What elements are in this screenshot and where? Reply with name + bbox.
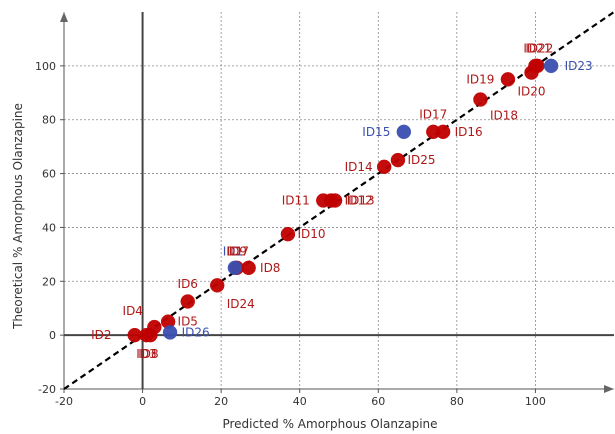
data-point — [241, 260, 256, 276]
data-point — [396, 124, 412, 140]
data-point — [500, 72, 516, 87]
point-label: ID11 — [282, 194, 310, 208]
point-label: ID3 — [136, 347, 156, 361]
point-label: ID9 — [227, 245, 247, 259]
x-tick-label: 20 — [214, 395, 228, 408]
point-label: ID13 — [347, 194, 375, 208]
point-label: ID22 — [525, 41, 553, 55]
point-label: ID19 — [466, 72, 494, 86]
point-label: ID2 — [91, 328, 111, 342]
y-tick-label: 80 — [42, 114, 56, 127]
tick-labels: -20 0 20 40 60 80 100 -20 0 20 40 60 80 100 — [35, 60, 546, 408]
x-tick-label: -20 — [55, 395, 73, 408]
data-point — [530, 58, 545, 74]
point-label: ID10 — [297, 227, 325, 241]
point-label: ID25 — [407, 153, 435, 167]
x-axis-arrow — [604, 385, 614, 393]
point-label: ID16 — [455, 125, 483, 139]
point-label: ID8 — [138, 347, 158, 361]
y-tick-label: 20 — [42, 275, 56, 288]
point-label: ID8 — [260, 261, 280, 275]
data-point — [209, 278, 225, 293]
point-label: ID24 — [227, 297, 255, 311]
point-label: ID14 — [345, 160, 373, 174]
y-tick-label: 100 — [35, 60, 56, 73]
point-label: ID23 — [565, 59, 593, 73]
data-point — [180, 294, 195, 309]
data-point — [435, 124, 451, 140]
point-label: ID21 — [523, 41, 551, 55]
data-point — [473, 92, 488, 107]
data-point — [543, 58, 559, 74]
point-label: ID6 — [178, 277, 198, 291]
y-tick-label: 0 — [49, 329, 56, 342]
data-points — [127, 58, 559, 343]
y-axis-arrow — [60, 12, 68, 22]
y-tick-label: 60 — [42, 168, 56, 181]
point-label: ID7 — [229, 245, 249, 259]
point-label: ID17 — [419, 107, 447, 121]
data-point — [376, 159, 392, 175]
x-tick-label: 0 — [139, 395, 146, 408]
point-label: ID1 — [223, 245, 243, 259]
data-point — [147, 319, 162, 335]
x-axis-label: Predicted % Amorphous Olanzapine — [222, 417, 437, 431]
data-point — [327, 193, 343, 208]
y-tick-label: -20 — [38, 383, 56, 396]
point-label: ID4 — [123, 304, 143, 318]
point-labels: ID2ID3ID8ID4ID5ID26ID6ID24ID1ID7ID9ID8ID… — [91, 41, 593, 361]
y-axis-label: Theoretical % Amorphous Olanzapine — [11, 103, 25, 330]
point-label: ID15 — [362, 125, 390, 139]
data-point — [227, 260, 243, 276]
x-tick-label: 80 — [450, 395, 464, 408]
point-label: ID26 — [182, 325, 210, 339]
data-point — [280, 226, 296, 242]
data-point — [162, 325, 178, 340]
x-tick-label: 60 — [371, 395, 385, 408]
x-tick-label: 40 — [293, 395, 307, 408]
y-tick-label: 40 — [42, 221, 56, 234]
point-label: ID20 — [517, 84, 545, 98]
point-label: ID18 — [490, 109, 518, 123]
x-tick-label: 100 — [525, 395, 546, 408]
point-label: ID5 — [178, 315, 198, 329]
data-point — [390, 152, 406, 168]
point-label: ID12 — [345, 194, 373, 208]
